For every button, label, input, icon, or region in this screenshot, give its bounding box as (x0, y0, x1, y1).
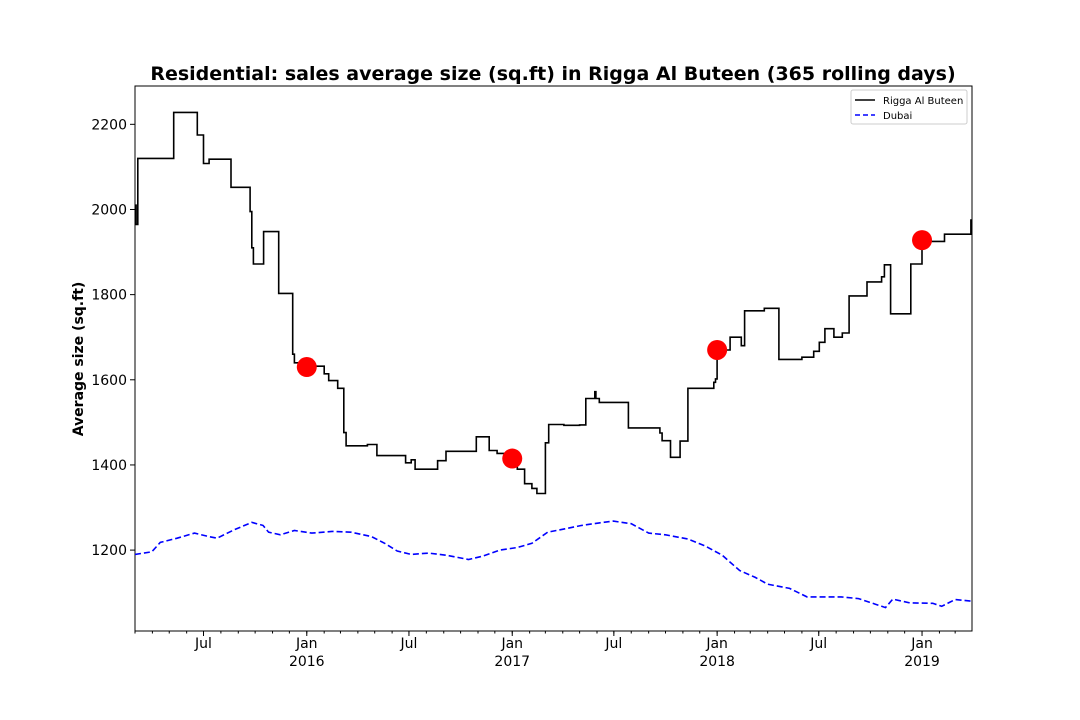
x-tick-label: Jan (910, 636, 933, 652)
y-tick-label: 2200 (91, 117, 127, 133)
x-tick-label: Jan (295, 636, 318, 652)
x-tick-label: Jan (500, 636, 523, 652)
x-tick-year-label: 2019 (904, 654, 940, 670)
x-tick-year-label: 2016 (289, 654, 325, 670)
plot-frame (134, 85, 973, 632)
y-tick-label: 1800 (91, 288, 127, 304)
x-tick-label: Jul (194, 636, 212, 652)
chart-title: Residential: sales average size (sq.ft) … (150, 63, 955, 85)
marker-point (502, 448, 523, 469)
x-tick-label: Jul (604, 636, 622, 652)
series-line-dubai (135, 520, 972, 609)
y-tick-label: 1400 (91, 458, 127, 474)
y-tick-label: 2000 (91, 202, 127, 218)
legend-label: Rigga Al Buteen (883, 96, 963, 107)
x-tick-year-label: 2017 (494, 654, 530, 670)
y-tick-label: 1600 (91, 373, 127, 389)
marker-point (296, 357, 317, 378)
series-line-rigga-al-buteen (135, 111, 972, 495)
legend-label: Dubai (883, 111, 912, 122)
legend-box (850, 89, 968, 125)
marker-point (912, 230, 933, 251)
x-tick-label: Jan (705, 636, 728, 652)
y-axis-label: Average size (sq.ft) (71, 282, 87, 437)
x-tick-label: Jul (809, 636, 827, 652)
x-tick-label: Jul (399, 636, 417, 652)
marker-point (707, 339, 728, 360)
legend: Rigga Al Buteen Dubai (850, 89, 968, 125)
plot-area: 1200 1400 1600 1800 2000 2200 Jul Jan 2016 Jul Jan… (91, 85, 973, 670)
x-tick-year-label: 2018 (699, 654, 735, 670)
y-tick-label: 1200 (91, 543, 127, 559)
